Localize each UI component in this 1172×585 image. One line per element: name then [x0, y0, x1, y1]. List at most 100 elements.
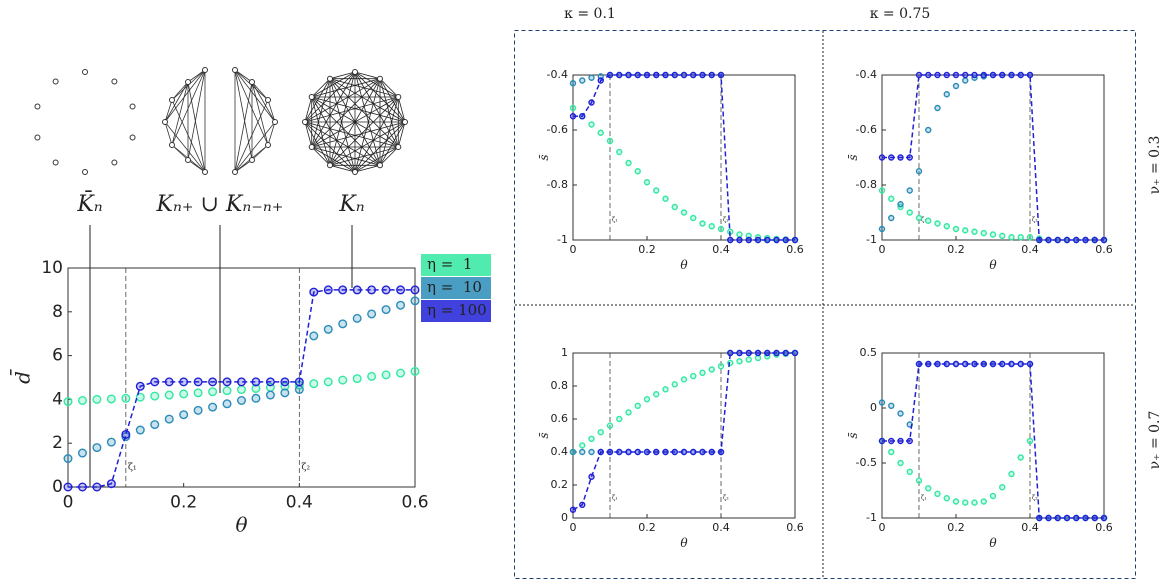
data-point: [1073, 514, 1080, 522]
data-point: [193, 388, 203, 398]
x-tick-label: 0.6: [786, 521, 804, 534]
data-point: [597, 429, 604, 436]
data-point: [625, 409, 632, 416]
data-point: [791, 236, 799, 244]
data-point: [717, 71, 725, 79]
data-point: [915, 168, 923, 175]
legend-label: η = 100: [427, 301, 487, 319]
y-tick-label: -0.4: [547, 68, 568, 81]
data-point: [708, 448, 715, 456]
data-point: [135, 425, 145, 435]
data-point: [569, 448, 577, 456]
y-axis-label: s̄: [846, 154, 860, 161]
graph-node: [52, 78, 59, 85]
data-point: [878, 437, 886, 445]
data-point: [878, 187, 886, 194]
data-point: [934, 104, 941, 112]
graph-edge: [304, 121, 331, 166]
graph-edge: [304, 121, 381, 166]
data-point: [680, 209, 688, 216]
data-point: [690, 372, 697, 380]
x-tick-label: 0.4: [1021, 521, 1039, 534]
graph-edge: [187, 81, 206, 173]
y-axis-label: s̄: [537, 432, 551, 439]
data-point: [569, 113, 577, 120]
legend-label: η = 1: [427, 255, 472, 273]
data-point: [323, 285, 333, 295]
legend-swatch: [421, 300, 491, 322]
data-point: [179, 377, 189, 387]
data-point: [1017, 360, 1024, 368]
data-point: [1036, 236, 1043, 244]
graph-node: [249, 79, 255, 85]
data-point: [915, 477, 923, 484]
y-tick-label: 0.2: [551, 478, 569, 491]
data-point: [222, 377, 232, 387]
data-point: [943, 223, 950, 230]
data-point: [888, 437, 895, 445]
x-axis-label: θ: [235, 513, 247, 537]
graph-node: [111, 78, 118, 85]
data-point: [980, 229, 987, 237]
data-point: [1073, 236, 1080, 244]
graph-edge: [311, 78, 331, 98]
graph-node: [377, 162, 383, 169]
data-point: [381, 285, 391, 295]
data-point: [193, 377, 203, 387]
y-tick-label: 0: [52, 477, 63, 497]
data-point: [952, 225, 960, 233]
data-point: [736, 358, 743, 365]
data-point: [588, 121, 595, 128]
data-point: [179, 389, 189, 399]
data-point: [897, 410, 904, 417]
data-point: [962, 499, 969, 506]
data-point: [980, 71, 987, 79]
data-point: [265, 390, 275, 400]
graph-node: [249, 157, 255, 163]
data-point: [77, 448, 87, 458]
data-point: [925, 126, 932, 134]
graph-node: [111, 159, 118, 166]
data-point: [309, 379, 319, 389]
graph-node: [308, 94, 315, 100]
data-point: [952, 71, 960, 79]
data-point: [952, 82, 960, 90]
data-point: [63, 482, 73, 492]
data-point: [727, 236, 734, 244]
data-point: [1063, 514, 1071, 522]
data-point: [791, 349, 799, 357]
data-point: [1091, 514, 1098, 522]
data-point: [906, 209, 913, 216]
graph-edge: [234, 69, 269, 146]
data-point: [708, 71, 715, 79]
graph-edge: [329, 78, 381, 166]
data-point: [367, 309, 377, 319]
data-point: [934, 220, 941, 227]
graph-edge: [311, 146, 331, 166]
graph-node: [352, 169, 358, 175]
data-point: [754, 236, 762, 244]
graph-edge: [329, 164, 356, 173]
graph-node: [377, 75, 383, 82]
series-line: [573, 74, 795, 241]
y-tick-label: 10: [41, 258, 63, 278]
graph-node: [395, 144, 402, 150]
data-point: [1082, 514, 1089, 522]
x-axis-label: θ: [680, 258, 688, 272]
data-point: [915, 214, 923, 222]
column-title: κ = 0.75: [870, 6, 931, 22]
data-point: [699, 220, 706, 227]
data-point: [352, 285, 362, 295]
y-tick-label: 8: [52, 302, 63, 322]
data-point: [92, 443, 102, 453]
graph-node: [34, 103, 41, 110]
data-point: [708, 366, 715, 373]
data-point: [643, 71, 651, 79]
graph-edge: [267, 121, 276, 146]
data-point: [396, 368, 406, 378]
x-tick-label: 0.2: [638, 243, 656, 256]
data-point: [699, 448, 706, 456]
graph-node: [34, 134, 41, 141]
data-point: [906, 187, 913, 194]
graph-node: [402, 119, 408, 125]
